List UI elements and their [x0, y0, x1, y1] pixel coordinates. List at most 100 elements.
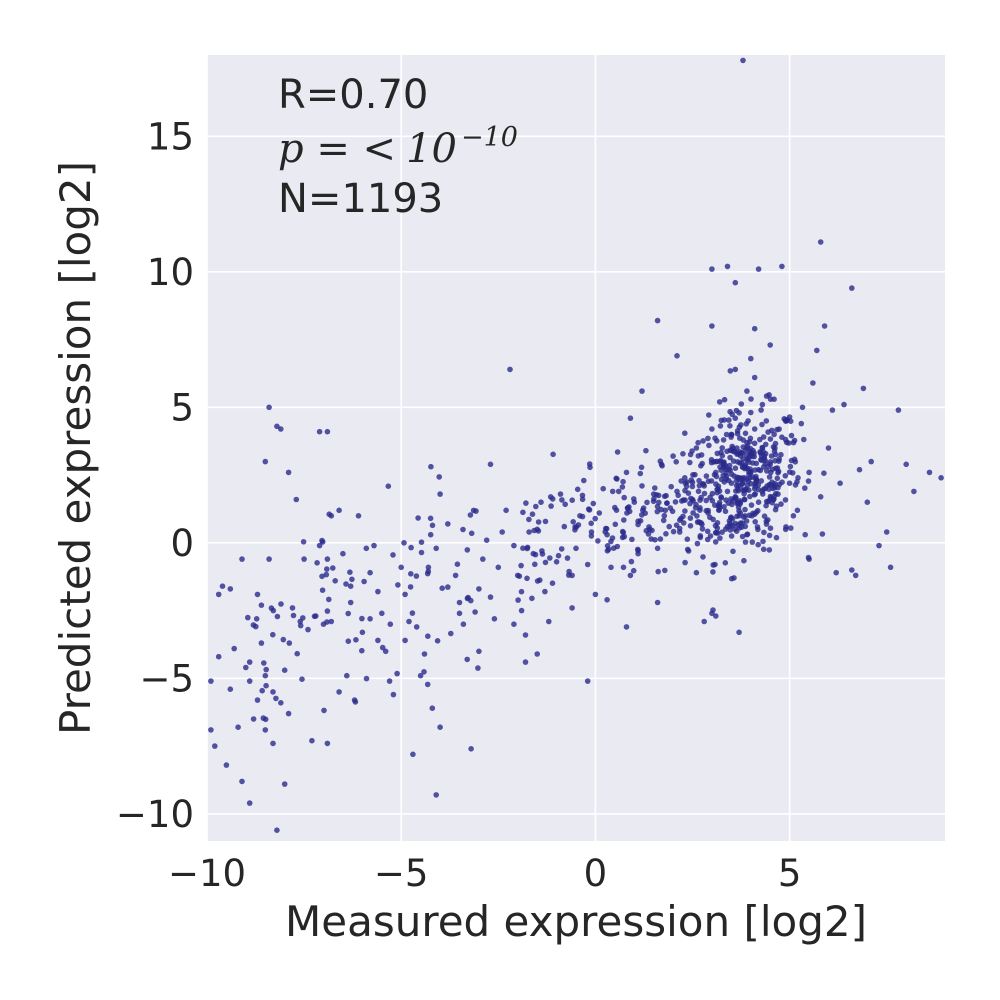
scatter-point — [766, 532, 773, 539]
scatter-point — [730, 458, 737, 464]
scatter-point — [766, 392, 772, 398]
scatter-point — [549, 580, 556, 586]
scatter-point — [285, 710, 292, 717]
scatter-point — [278, 601, 284, 607]
scatter-point — [754, 524, 761, 530]
scatter-point — [682, 430, 688, 437]
scatter-point — [445, 521, 451, 527]
scatter-point — [454, 561, 461, 567]
scatter-point — [742, 523, 749, 530]
scatter-point — [825, 445, 832, 451]
scatter-point — [534, 651, 540, 657]
scatter-point — [533, 503, 539, 510]
scatter-point — [767, 459, 774, 465]
scatter-point — [476, 648, 482, 655]
scatter-point — [437, 491, 443, 497]
scatter-point — [770, 444, 777, 450]
scatter-point — [711, 471, 718, 478]
scatter-point — [712, 539, 719, 545]
scatter-point — [687, 459, 693, 466]
scatter-point — [456, 599, 463, 606]
scatter-point — [394, 670, 400, 677]
scatter-point — [402, 591, 408, 598]
scatter-point — [579, 496, 586, 503]
scatter-point — [620, 564, 627, 571]
scatter-point — [876, 542, 882, 549]
scatter-point — [852, 572, 859, 579]
scatter-point — [743, 518, 750, 524]
scatter-point — [511, 621, 517, 627]
scatter-point — [542, 588, 548, 595]
scatter-point — [491, 616, 498, 622]
scatter-point — [212, 743, 218, 749]
scatter-point — [263, 682, 269, 689]
scatter-point — [627, 572, 634, 579]
scatter-point — [759, 444, 766, 451]
scatter-point — [340, 550, 346, 557]
scatter-point — [817, 494, 824, 500]
scatter-point — [849, 567, 855, 573]
scatter-point — [782, 497, 789, 503]
scatter-point — [752, 491, 758, 497]
scatter-point — [765, 517, 771, 523]
scatter-point — [860, 385, 867, 392]
scatter-point — [623, 624, 630, 630]
scatter-point — [794, 507, 801, 514]
scatter-point — [353, 637, 359, 643]
scatter-point — [631, 496, 637, 502]
scatter-point — [776, 456, 782, 462]
scatter-point — [732, 279, 739, 286]
scatter-point — [687, 500, 693, 507]
scatter-point — [406, 618, 412, 625]
scatter-point — [367, 569, 373, 576]
scatter-point — [771, 448, 778, 455]
scatter-point — [619, 484, 626, 490]
scatter-point — [523, 500, 529, 506]
scatter-point — [592, 515, 598, 522]
scatter-point — [520, 545, 526, 551]
scatter-point — [841, 401, 847, 408]
scatter-point — [215, 653, 222, 660]
scatter-point — [626, 508, 633, 515]
scatter-point — [661, 512, 668, 519]
scatter-point — [698, 520, 704, 526]
scatter-point — [495, 564, 502, 571]
scatter-point — [529, 511, 536, 517]
scatter-point — [759, 401, 766, 408]
scatter-point — [706, 442, 712, 449]
scatter-point — [744, 443, 751, 449]
scatter-point — [760, 538, 766, 545]
scatter-point — [507, 366, 513, 373]
scatter-point — [637, 470, 644, 477]
scatter-point — [643, 447, 649, 454]
scatter-point — [553, 559, 560, 565]
scatter-point — [410, 751, 416, 758]
scatter-point — [680, 513, 686, 520]
scatter-point — [682, 559, 688, 566]
scatter-point — [763, 502, 769, 509]
scatter-point — [737, 510, 744, 516]
scatter-point — [660, 517, 667, 524]
scatter-point — [783, 524, 789, 530]
scatter-point — [712, 522, 719, 529]
scatter-point — [564, 555, 571, 561]
scatter-point — [518, 562, 524, 569]
scatter-point — [518, 588, 525, 595]
y-tick-label: 0 — [170, 522, 194, 565]
scatter-point — [887, 564, 894, 571]
scatter-point — [716, 502, 723, 508]
scatter-point — [460, 526, 466, 533]
scatter-point — [755, 482, 762, 488]
scatter-point — [274, 827, 280, 833]
scatter-point — [688, 495, 694, 502]
scatter-point — [682, 508, 688, 514]
scatter-point — [638, 464, 645, 471]
scatter-point — [740, 437, 747, 443]
scatter-point — [587, 464, 593, 471]
scatter-point — [355, 513, 362, 519]
scatter-point — [724, 263, 731, 270]
scatter-point — [705, 478, 712, 485]
scatter-point — [682, 480, 689, 486]
scatter-point — [722, 560, 729, 566]
scatter-point — [349, 576, 355, 583]
